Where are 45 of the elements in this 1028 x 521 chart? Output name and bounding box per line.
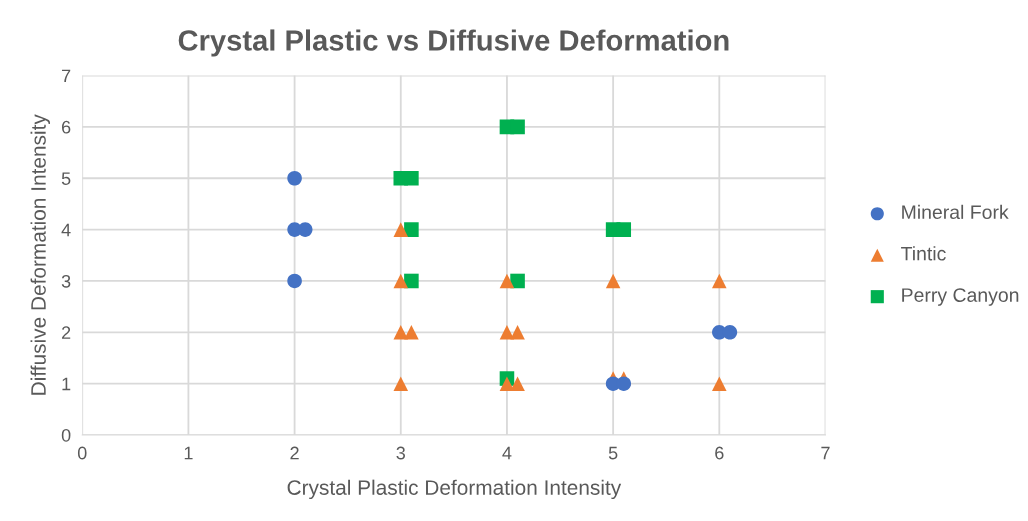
x-tick-label: 0 — [77, 446, 87, 460]
point — [404, 222, 419, 237]
point — [404, 170, 419, 186]
point — [510, 273, 525, 289]
y-tick-label: 2 — [62, 326, 71, 339]
y-tick-label: 3 — [61, 274, 71, 288]
x-tick-label: 6 — [715, 446, 724, 460]
legend-label: Perry Canyon — [902, 288, 1019, 306]
legend-label: Tintic — [901, 246, 946, 261]
x-tick-label: 4 — [502, 446, 512, 460]
x-tick-label: 2 — [290, 446, 299, 460]
point — [393, 376, 409, 391]
point — [393, 222, 409, 237]
y-tick-label: 6 — [62, 120, 71, 134]
legend-label: Mineral Fork — [902, 204, 1009, 220]
point — [404, 273, 419, 289]
point — [712, 376, 727, 391]
y-tick-label: 1 — [62, 377, 71, 391]
point — [287, 170, 302, 186]
point — [712, 273, 727, 289]
point — [605, 273, 621, 289]
x-tick-label: 1 — [184, 446, 193, 460]
x-axis-title: Crystal Plastic Deformation Intensity — [287, 479, 622, 500]
point — [287, 273, 302, 289]
y-axis-title: Diffusive Deformation Intensity — [30, 114, 50, 395]
x-tick-label: 5 — [608, 446, 618, 460]
x-tick-label: 7 — [821, 446, 830, 460]
point — [393, 273, 409, 289]
x-tick-label: 3 — [396, 446, 405, 460]
point — [616, 376, 632, 391]
chart-title: Crystal Plastic vs Diffusive Deformation — [178, 29, 729, 57]
point — [499, 273, 515, 289]
point — [722, 325, 738, 340]
y-tick-label: 7 — [62, 69, 71, 83]
y-tick-label: 0 — [61, 428, 71, 442]
y-tick-label: 5 — [61, 172, 71, 185]
point — [510, 376, 525, 391]
point — [404, 325, 419, 340]
point — [616, 222, 632, 237]
point — [499, 325, 515, 340]
point — [499, 376, 515, 391]
point — [510, 119, 525, 135]
point — [510, 325, 525, 340]
y-tick-label: 4 — [61, 223, 71, 237]
point — [393, 325, 409, 340]
